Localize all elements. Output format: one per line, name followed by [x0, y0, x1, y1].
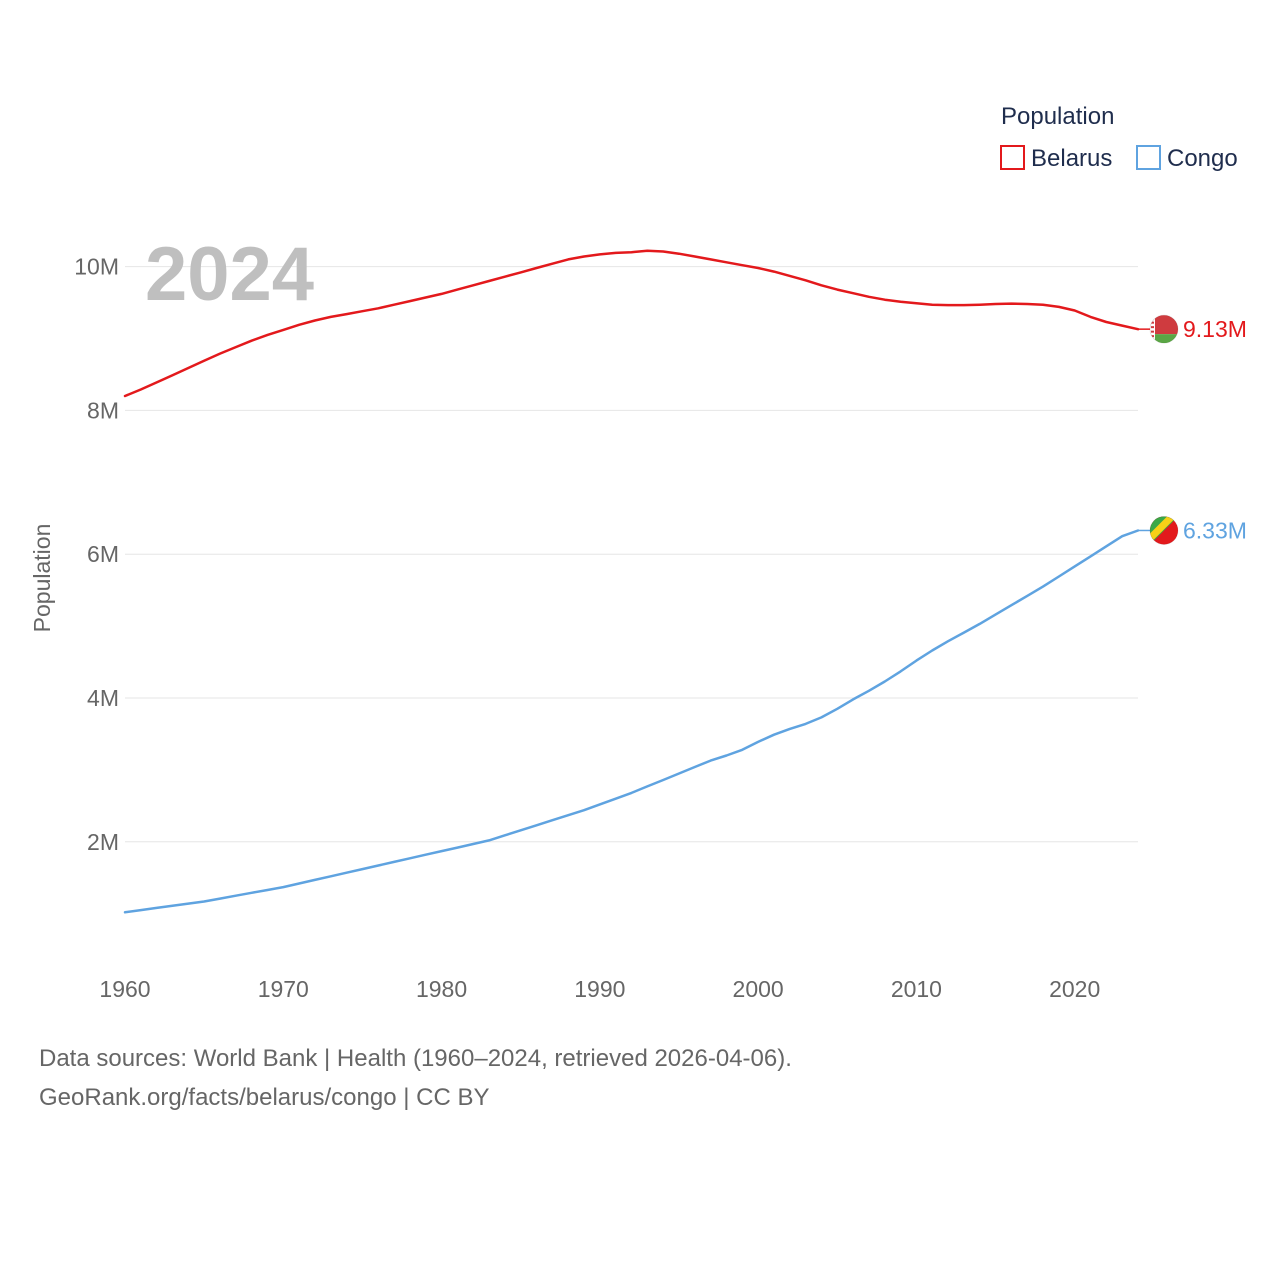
legend-title: Population — [1001, 103, 1114, 130]
x-tick-label-5: 2010 — [891, 976, 942, 1002]
y-tick-label-3: 8M — [87, 397, 119, 423]
x-tick-label-3: 1990 — [574, 976, 625, 1002]
legend-item-congo[interactable]: Congo — [1136, 145, 1238, 172]
x-tick-label-6: 2020 — [1049, 976, 1100, 1002]
footer-sources: Data sources: World Bank | Health (1960–… — [39, 1045, 792, 1072]
series-line-belarus — [123, 249, 1140, 398]
legend-swatch-congo — [1136, 145, 1161, 170]
x-axis-ticks: 1960 1970 1980 1990 2000 2010 2020 — [99, 976, 1100, 1002]
y-tick-label-2: 6M — [87, 541, 119, 567]
series-end-markers: 9.13M 6.33M — [1138, 314, 1247, 545]
gridlines — [125, 266, 1138, 843]
y-tick-label-1: 4M — [87, 685, 119, 711]
y-axis-title: Population — [29, 524, 55, 633]
x-tick-label-1: 1970 — [258, 976, 309, 1002]
flag-icon-congo — [1149, 515, 1179, 545]
x-tick-label-4: 2000 — [733, 976, 784, 1002]
x-tick-label-0: 1960 — [99, 976, 150, 1002]
footer-credit[interactable]: GeoRank.org/facts/belarus/congo | CC BY — [39, 1084, 490, 1111]
y-axis-ticks: 2M 4M 6M 8M 10M — [74, 254, 119, 855]
year-watermark: 2024 — [145, 232, 314, 317]
legend: Population Belarus Congo — [1000, 103, 1238, 172]
series-line-congo — [123, 529, 1140, 914]
y-tick-label-0: 2M — [87, 829, 119, 855]
legend-label-belarus: Belarus — [1031, 145, 1112, 172]
x-tick-label-2: 1980 — [416, 976, 467, 1002]
legend-label-congo: Congo — [1167, 145, 1238, 172]
legend-item-belarus[interactable]: Belarus — [1000, 145, 1112, 172]
legend-swatch-belarus — [1000, 145, 1025, 170]
end-value-label-congo: 6.33M — [1183, 517, 1247, 543]
y-tick-label-4: 10M — [74, 254, 119, 280]
series-lines — [123, 249, 1140, 914]
flag-icon-belarus — [1149, 314, 1179, 344]
end-value-label-belarus: 9.13M — [1183, 316, 1247, 342]
